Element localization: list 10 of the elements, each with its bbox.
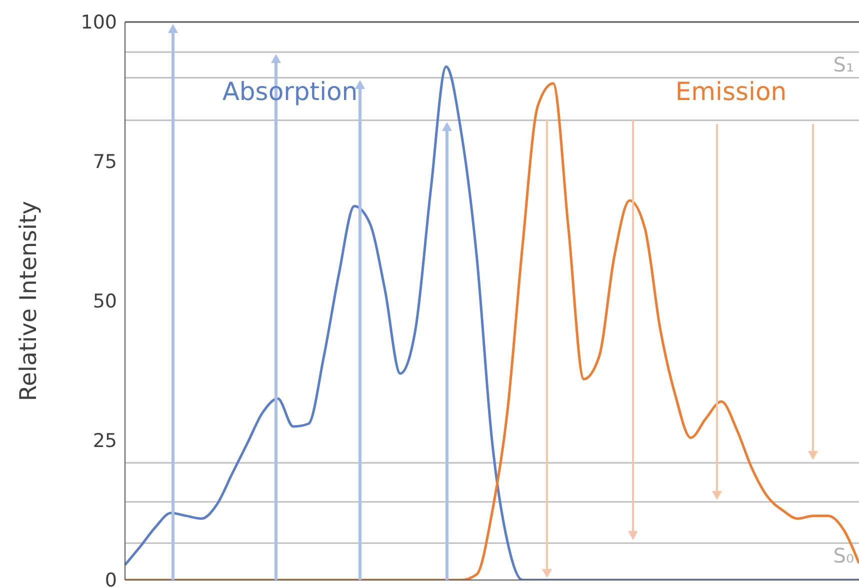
y-tick-label: 100 (80, 12, 117, 34)
y-tick-label: 50 (92, 290, 117, 313)
text: Emission (675, 77, 787, 106)
y-axis-title: Relative Intensity (16, 200, 42, 402)
text: Absorption (222, 77, 358, 106)
y-tick-label: 25 (92, 430, 117, 452)
ref-line-label: S₁ (833, 52, 854, 76)
ref-line-label: S₀ (833, 543, 854, 568)
y-tick-label: 75 (92, 151, 117, 174)
y-tick-label: 0 (104, 570, 117, 587)
